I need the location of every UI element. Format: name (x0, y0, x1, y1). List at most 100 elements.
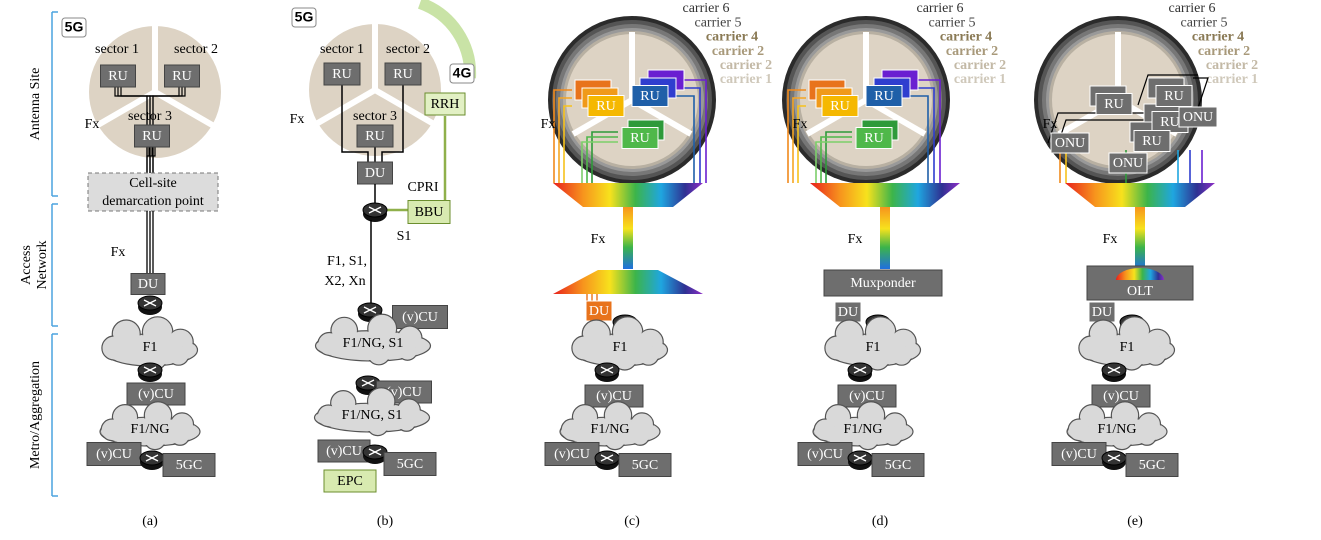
interface-label: X2, Xn (324, 274, 365, 289)
router-arrow (600, 366, 614, 374)
box (323, 62, 361, 86)
box-label: (v)CU (1061, 447, 1097, 462)
box-label: ONU (1183, 110, 1213, 125)
box-label: (v)CU (96, 447, 132, 462)
side-label: Metro/Aggregation (28, 361, 43, 469)
box (1125, 453, 1179, 477)
carrier-label: carrier 1 (720, 72, 772, 87)
side-label: Antenna Site (28, 68, 43, 141)
cloud-label: F1 (866, 340, 881, 355)
link (381, 75, 404, 163)
link (787, 89, 806, 183)
link (797, 105, 806, 183)
cloud (398, 413, 415, 431)
box (1108, 152, 1148, 174)
link (820, 136, 852, 183)
carrier-label: carrier 2 (720, 58, 772, 73)
badge-label: 5G (65, 19, 84, 35)
demarcation-box (87, 172, 219, 212)
fx-label: Fx (1043, 117, 1058, 132)
router-arrow (361, 379, 375, 387)
cloud (605, 429, 625, 449)
cloud (368, 388, 394, 415)
cloud (171, 427, 189, 445)
carrier-label: carrier 2 (954, 58, 1006, 73)
box (1155, 85, 1193, 107)
cloud-label: F1/NG (1098, 422, 1137, 437)
link (815, 141, 852, 183)
box (162, 453, 216, 477)
demarcation-label: demarcation point (102, 194, 204, 209)
cloud (143, 317, 172, 347)
link (668, 95, 695, 183)
box-label: ONU (1113, 156, 1143, 171)
interface-label: F1, S1, (327, 254, 367, 269)
cloud (866, 347, 889, 369)
box-label: RU (1142, 134, 1161, 149)
carrier-label: carrier 4 (940, 30, 992, 45)
fx-label: Fx (290, 112, 305, 127)
wdm-filter (1065, 183, 1215, 207)
link (558, 97, 572, 183)
box-label: RU (332, 67, 351, 82)
carrier-label: carrier 2 (946, 44, 998, 59)
carrier-label: carrier 5 (694, 15, 741, 30)
link (902, 95, 929, 183)
box-label: RU (874, 89, 893, 104)
cloud-label: F1/NG (131, 422, 170, 437)
fx-label: Fx (541, 117, 556, 132)
demarcation-label: Cell-site (129, 176, 176, 191)
fx-label: Fx (591, 232, 606, 247)
cloud (1069, 420, 1089, 440)
caption: (c) (624, 514, 640, 529)
cloud (1079, 337, 1102, 359)
wdm-filter (553, 270, 703, 294)
cloud-label: F1/NG (591, 422, 630, 437)
olt-filter (1116, 268, 1164, 280)
link (1137, 74, 1198, 106)
cloud (102, 420, 122, 440)
box-label: RU (365, 129, 384, 144)
box (100, 64, 136, 88)
fx-label: Fx (111, 245, 126, 260)
cloud (1146, 345, 1165, 365)
box-label: (v)CU (138, 387, 174, 402)
wdm-filter (810, 183, 960, 207)
cloud (631, 427, 649, 445)
cloud (169, 345, 188, 365)
cloud (858, 429, 878, 449)
box-label: DU (838, 305, 858, 320)
cloud (572, 337, 595, 359)
cloud (398, 341, 417, 360)
box (823, 269, 943, 297)
box-label: (v)CU (554, 447, 590, 462)
interface-label: CPRI (407, 180, 438, 195)
sector-divider (153, 89, 216, 129)
box-label: 5GC (885, 458, 911, 473)
carrier-label: carrier 1 (954, 72, 1006, 87)
box (164, 64, 200, 88)
box (384, 62, 422, 86)
box (865, 85, 903, 107)
box-label: DU (138, 277, 158, 292)
cloud (145, 402, 171, 429)
cloud (815, 420, 835, 440)
cloud (892, 345, 911, 365)
box (323, 469, 377, 493)
router-arrow (145, 454, 159, 462)
box (392, 305, 448, 329)
box-label: RU (1104, 97, 1123, 112)
badge-label: 5G (295, 9, 314, 25)
box-label: RU (830, 99, 849, 114)
cloud (145, 429, 165, 449)
router-arrow (368, 206, 382, 214)
link (586, 136, 618, 183)
box (356, 124, 394, 148)
cloud (318, 333, 340, 355)
fx-label: Fx (1103, 232, 1118, 247)
cloud-label: F1/NG (844, 422, 883, 437)
fx-label: Fx (85, 117, 100, 132)
cloud (1080, 405, 1104, 429)
